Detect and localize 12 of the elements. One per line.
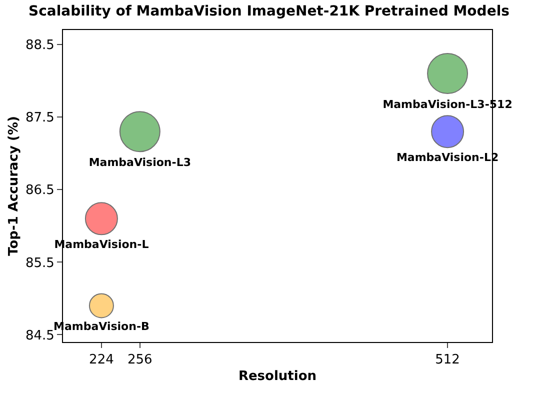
y-tick-label: 87.5: [25, 110, 54, 126]
x-tick-label: 224: [89, 352, 114, 368]
y-tick-label: 88.5: [25, 38, 54, 54]
x-tick-label: 256: [127, 352, 152, 368]
y-tick-label: 86.5: [25, 183, 54, 198]
y-tick-label: 85.5: [25, 256, 54, 271]
x-axis-title: Resolution: [238, 369, 317, 384]
y-axis-title: Top-1 Accuracy (%): [6, 116, 22, 256]
series-label: MambaVision-L3: [88, 156, 191, 169]
chart-title: Scalability of MambaVision ImageNet-21K Pretrained Models: [28, 4, 510, 20]
y-tick-label: 84.5: [25, 328, 54, 344]
x-tick-label: 512: [435, 352, 460, 368]
